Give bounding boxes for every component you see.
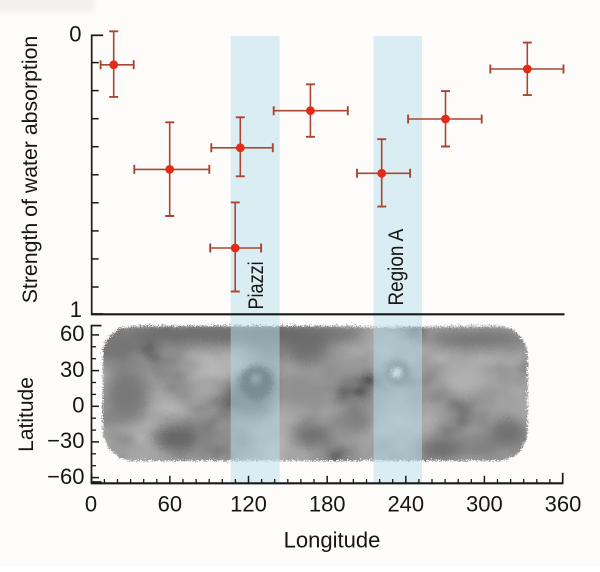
svg-text:0: 0	[85, 492, 97, 517]
svg-text:60: 60	[60, 321, 84, 346]
svg-text:60: 60	[158, 492, 182, 517]
svg-text:0: 0	[72, 393, 84, 418]
svg-text:240: 240	[387, 492, 424, 517]
svg-text:−60: −60	[47, 464, 84, 489]
svg-text:Latitude: Latitude	[15, 377, 38, 452]
svg-text:Piazzi: Piazzi	[245, 261, 269, 309]
svg-text:−30: −30	[47, 428, 84, 453]
svg-text:Region A: Region A	[385, 228, 408, 305]
svg-text:Strength of water absorption: Strength of water absorption	[18, 36, 42, 304]
svg-text:120: 120	[230, 492, 267, 517]
svg-text:360: 360	[545, 492, 582, 517]
svg-text:1: 1	[70, 297, 82, 322]
svg-text:180: 180	[309, 492, 346, 517]
svg-text:0: 0	[69, 22, 81, 47]
svg-text:300: 300	[466, 492, 503, 517]
svg-text:Longitude: Longitude	[284, 528, 381, 553]
svg-text:30: 30	[60, 357, 84, 382]
